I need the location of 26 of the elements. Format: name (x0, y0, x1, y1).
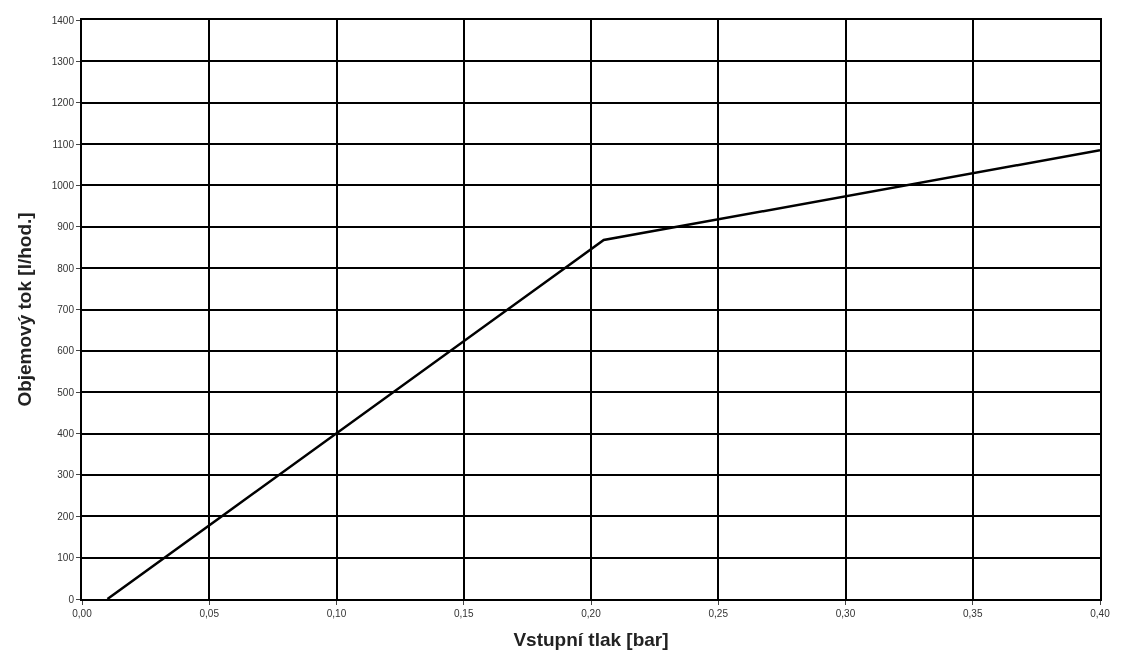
y-tick-label: 700 (57, 304, 75, 315)
x-tick-label: 0,05 (199, 608, 220, 619)
x-tick-label: 0,40 (1090, 608, 1111, 619)
y-tick-label: 1000 (51, 179, 75, 191)
x-tick-label: 0,00 (72, 608, 93, 619)
y-tick-label: 100 (57, 552, 75, 564)
y-tick-label: 600 (57, 345, 75, 357)
y-tick-label: 1300 (51, 55, 75, 67)
y-tick-label: 300 (57, 469, 75, 481)
y-tick-label: 1200 (51, 97, 75, 109)
x-tick-label: 0,30 (835, 608, 856, 619)
y-tick-label: 1400 (51, 14, 75, 26)
y-tick-label: 1100 (52, 138, 75, 150)
y-axis-title: Objemový tok [l/hod.] (14, 212, 36, 407)
x-tick-label: 0,15 (454, 608, 474, 619)
y-tick-label: 800 (57, 262, 75, 274)
x-tick-label: 0,35 (963, 608, 983, 619)
y-tick-label: 200 (57, 510, 75, 522)
y-tick-label: 400 (57, 428, 75, 440)
x-tick-label: 0,20 (581, 608, 602, 619)
y-tick-label: 0 (68, 593, 75, 605)
x-axis-title: Vstupní tlak [bar] (513, 629, 669, 651)
x-tick-label: 0,25 (708, 608, 729, 619)
y-tick-label: 900 (57, 221, 75, 233)
x-tick-label: 0,10 (326, 608, 347, 619)
y-tick-label: 500 (57, 386, 75, 398)
